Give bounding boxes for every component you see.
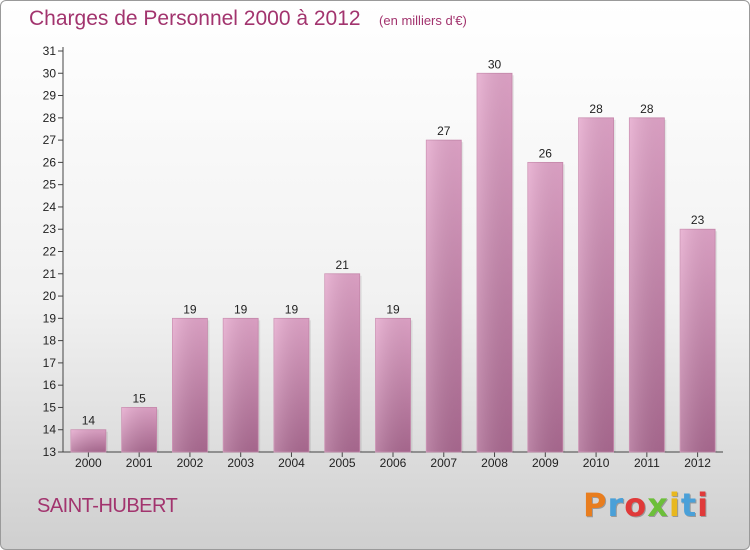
bar-value-label: 21 (336, 258, 350, 272)
bar-value-label: 30 (488, 57, 502, 71)
x-tick-label: 2006 (380, 456, 407, 470)
bar-highlight (223, 318, 259, 452)
y-tick-label: 15 (43, 400, 57, 414)
bar-value-label: 28 (589, 102, 603, 116)
bar-highlight (172, 318, 208, 452)
bar-highlight (375, 318, 411, 452)
y-tick-label: 20 (43, 289, 57, 303)
y-tick-label: 18 (43, 334, 57, 348)
bar-highlight (324, 273, 360, 452)
bar-value-label: 14 (82, 414, 96, 428)
y-tick-label: 27 (43, 133, 57, 147)
brand-letter: i (668, 486, 681, 524)
y-tick-label: 30 (43, 66, 57, 80)
brand-letter: r (607, 486, 625, 524)
x-tick-label: 2002 (177, 456, 204, 470)
bar-value-label: 26 (539, 146, 553, 160)
y-tick-label: 29 (43, 89, 57, 103)
bar-value-label: 23 (691, 213, 705, 227)
y-tick-label: 31 (43, 44, 57, 58)
chart-title: Charges de Personnel 2000 à 2012 (en mil… (29, 7, 467, 31)
x-tick-label: 2008 (481, 456, 508, 470)
y-tick-label: 13 (43, 445, 57, 459)
x-tick-label: 2009 (532, 456, 559, 470)
bar-highlight (629, 117, 665, 452)
y-tick-label: 28 (43, 111, 57, 125)
bar-value-label: 15 (132, 391, 146, 405)
y-tick-label: 25 (43, 178, 57, 192)
brand-logo: Proxiti (583, 486, 709, 524)
y-tick-label: 26 (43, 155, 57, 169)
bars (70, 72, 718, 453)
brand-letter: t (680, 486, 698, 524)
x-tick-label: 2003 (227, 456, 254, 470)
bar-highlight (273, 318, 309, 452)
y-tick-label: 21 (43, 267, 57, 281)
title-text: Charges de Personnel 2000 à 2012 (29, 7, 361, 30)
bar-highlight (527, 162, 563, 452)
bar-value-label: 28 (640, 102, 654, 116)
brand-letter: i (697, 486, 710, 524)
y-tick-label: 24 (43, 200, 57, 214)
x-tick-label: 2007 (430, 456, 457, 470)
bar-value-label: 19 (285, 302, 299, 316)
data-labels: 14 15 19 19 19 21 19 27 30 26 28 28 23 (82, 57, 705, 427)
y-tick-label: 16 (43, 378, 57, 392)
brand-letter: o (624, 486, 648, 524)
bar-value-label: 19 (234, 302, 248, 316)
brand-letter: x (647, 486, 669, 524)
bar-highlight (477, 73, 513, 453)
y-tick-label: 19 (43, 311, 57, 325)
bar-value-label: 19 (386, 302, 400, 316)
bar-value-label: 27 (437, 124, 451, 138)
x-tick-label: 2000 (75, 456, 102, 470)
y-tick-label: 22 (43, 245, 57, 259)
y-tick-label: 17 (43, 356, 57, 370)
x-tick-label: 2005 (329, 456, 356, 470)
x-tick-label: 2010 (583, 456, 610, 470)
bar-highlight (578, 117, 614, 452)
bar-highlight (680, 229, 716, 452)
x-tick-label: 2012 (684, 456, 711, 470)
place-name: SAINT-HUBERT (37, 495, 178, 517)
bar-highlight (426, 140, 462, 452)
y-tick-label: 14 (43, 423, 57, 437)
x-tick-label: 2001 (126, 456, 153, 470)
x-tick-label: 2011 (634, 456, 660, 470)
brand-letter: P (583, 486, 608, 524)
x-tick-label: 2004 (278, 456, 305, 470)
bar-highlight (70, 429, 106, 452)
bar-value-label: 19 (183, 302, 197, 316)
unit-text: (en milliers d'€) (379, 13, 467, 28)
y-tick-label: 23 (43, 222, 57, 236)
bar-highlight (121, 407, 157, 452)
